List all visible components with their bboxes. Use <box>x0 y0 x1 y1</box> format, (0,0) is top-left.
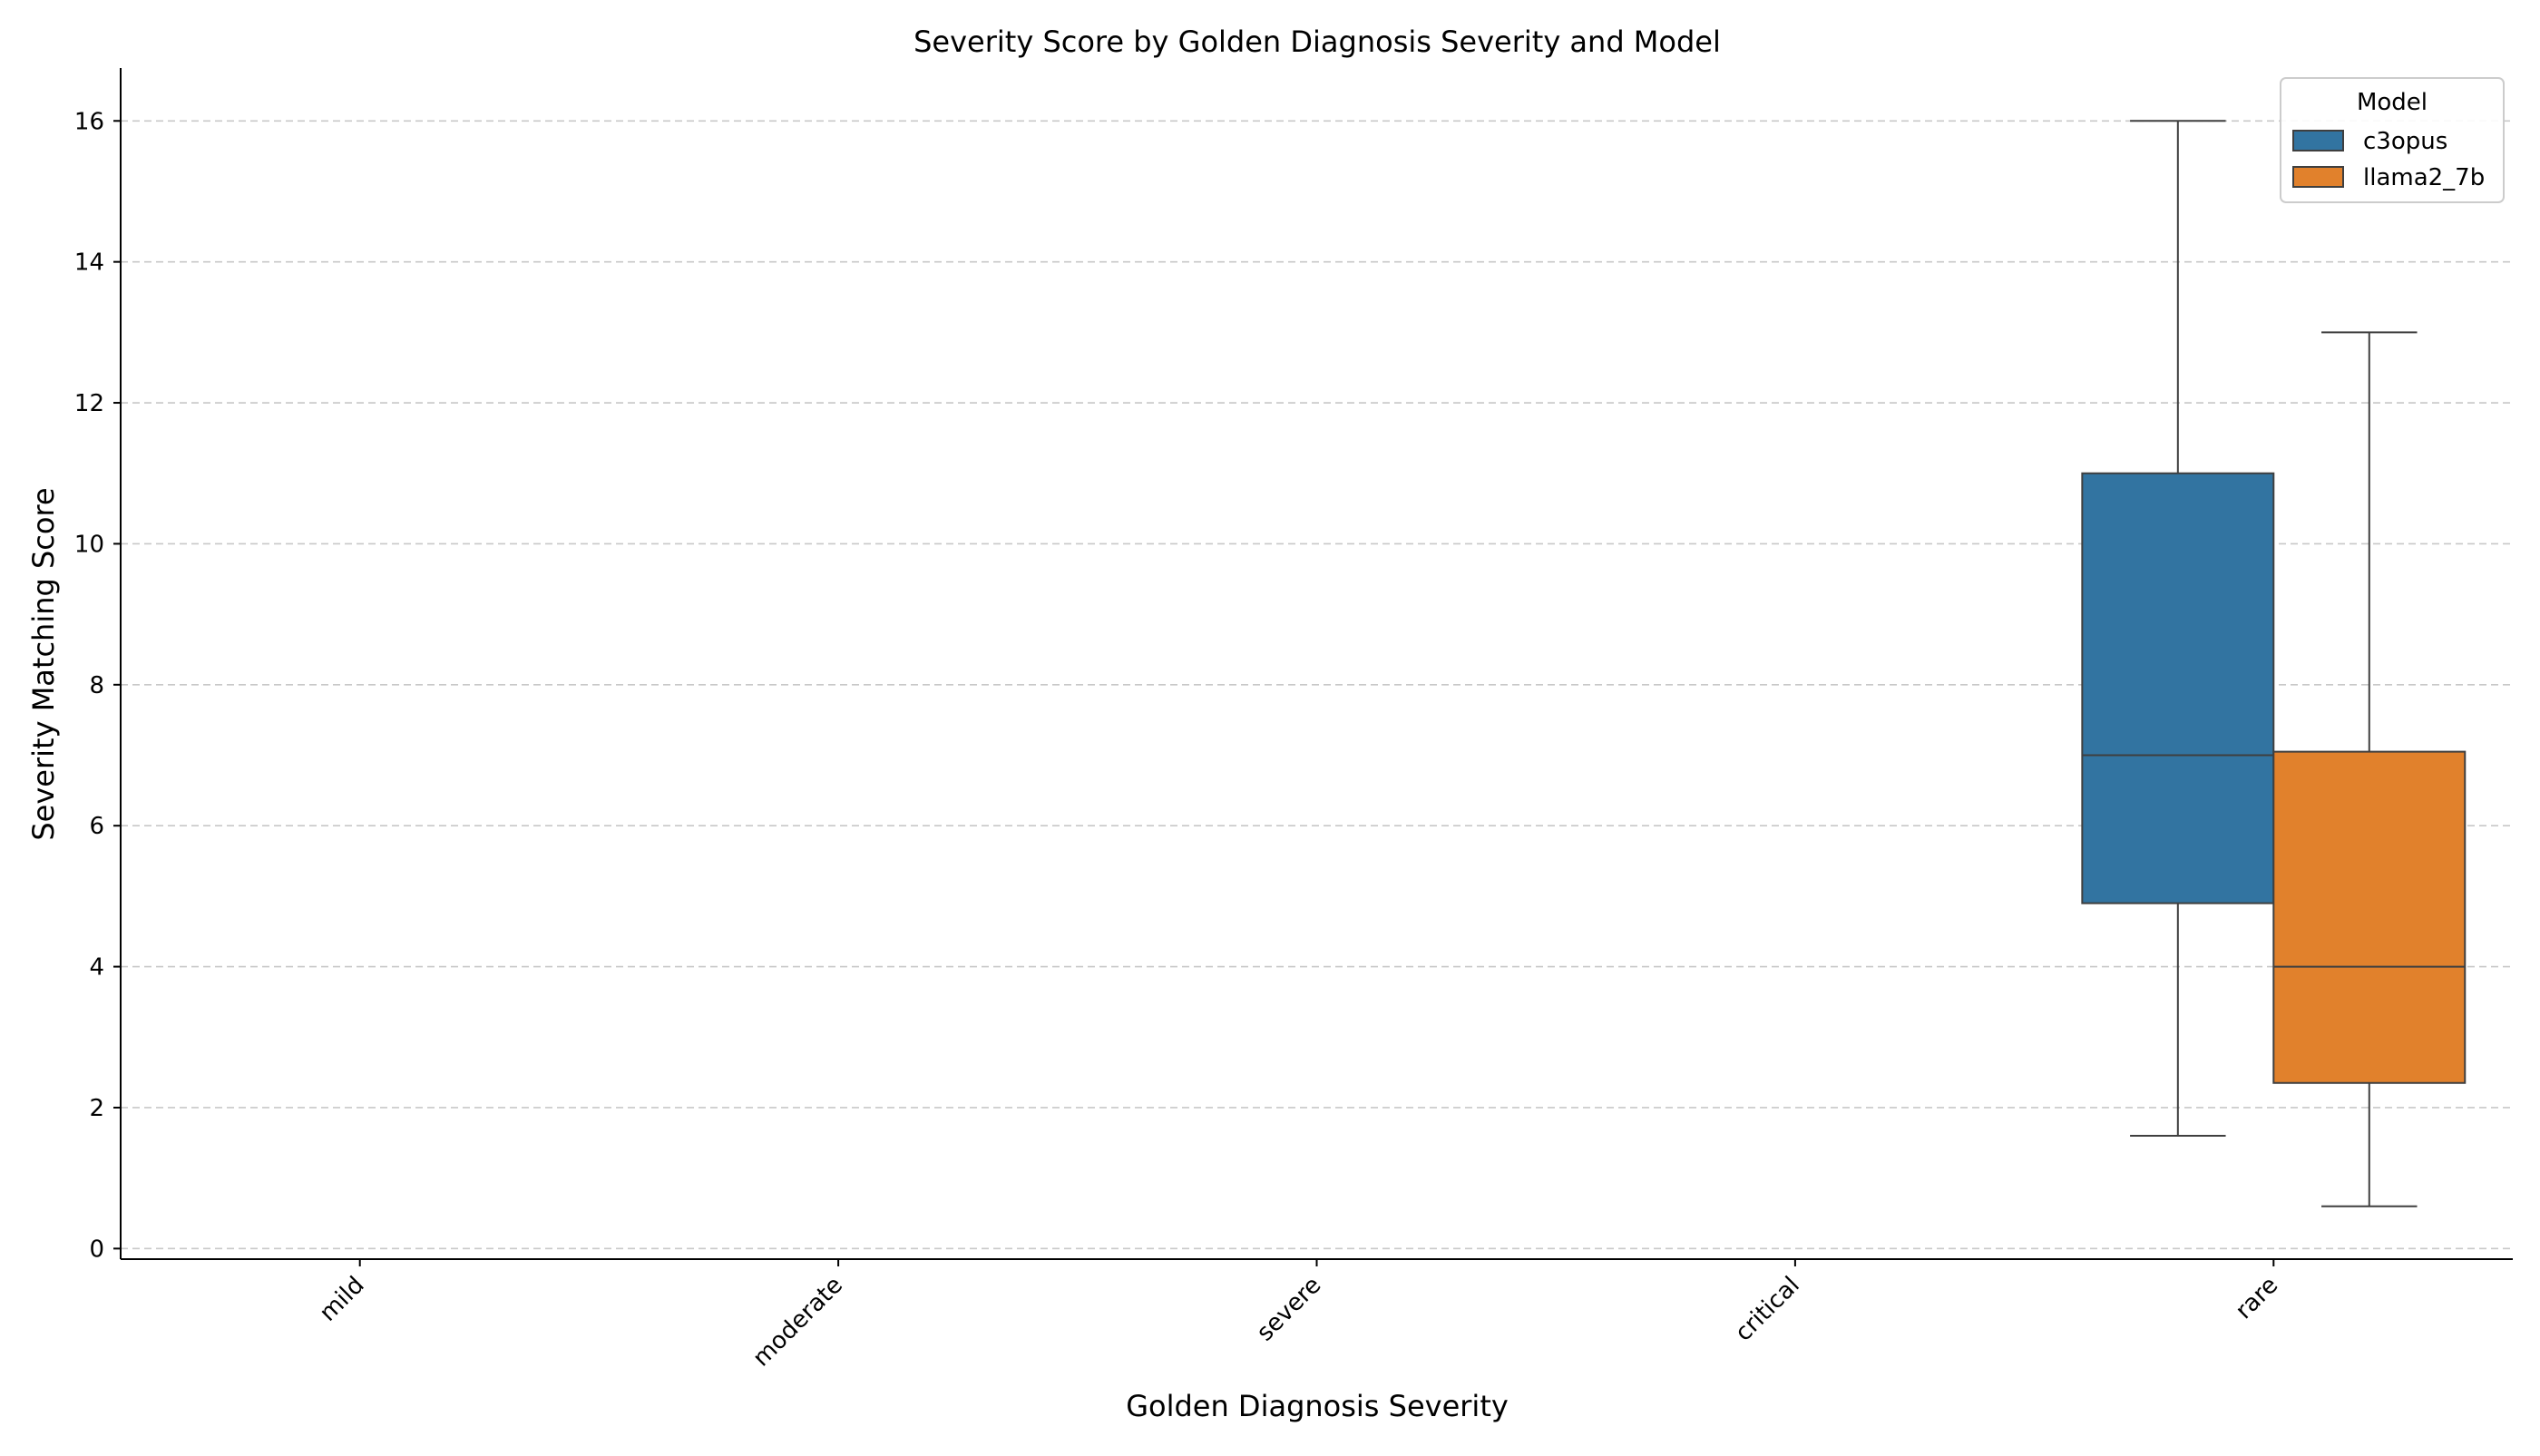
y-tick-label: 0 <box>89 1236 104 1263</box>
legend: Model c3opus llama2_7b <box>2280 77 2505 203</box>
y-axis-label: Severity Matching Score <box>26 487 61 840</box>
x-tick-label: moderate <box>747 1272 848 1373</box>
box-llama2-7b-rare <box>2272 331 2467 1207</box>
y-tick-label: 2 <box>89 1095 104 1122</box>
x-tick-label: mild <box>315 1272 370 1327</box>
legend-swatch-c3opus <box>2292 130 2344 151</box>
x-tick-label: critical <box>1730 1272 1805 1347</box>
x-tick-label: rare <box>2231 1272 2284 1325</box>
x-tick-label: severe <box>1252 1272 1327 1347</box>
y-tick-label: 16 <box>74 108 104 135</box>
y-tick-label: 12 <box>74 390 104 417</box>
legend-swatch-llama2-7b <box>2292 166 2344 188</box>
iqr-box <box>2272 750 2467 1084</box>
legend-label-c3opus: c3opus <box>2363 128 2447 155</box>
y-tick-label: 4 <box>89 954 104 982</box>
y-tick-label: 14 <box>74 249 104 277</box>
y-tick-label: 6 <box>89 813 104 840</box>
iqr-box <box>2081 472 2275 904</box>
y-tick-label: 8 <box>89 672 104 699</box>
box-layer <box>2081 120 2467 1207</box>
chart-title: Severity Score by Golden Diagnosis Sever… <box>913 24 1721 59</box>
legend-title: Model <box>2357 89 2428 116</box>
y-tick-label: 10 <box>74 531 104 558</box>
legend-label-llama2-7b: llama2_7b <box>2363 164 2485 191</box>
x-axis-label: Golden Diagnosis Severity <box>1126 1389 1509 1423</box>
box-c3opus-rare <box>2081 120 2275 1138</box>
tick-layer: 0 2 4 6 8 10 12 14 16 mild moderate severe critical r… <box>74 108 2283 1372</box>
